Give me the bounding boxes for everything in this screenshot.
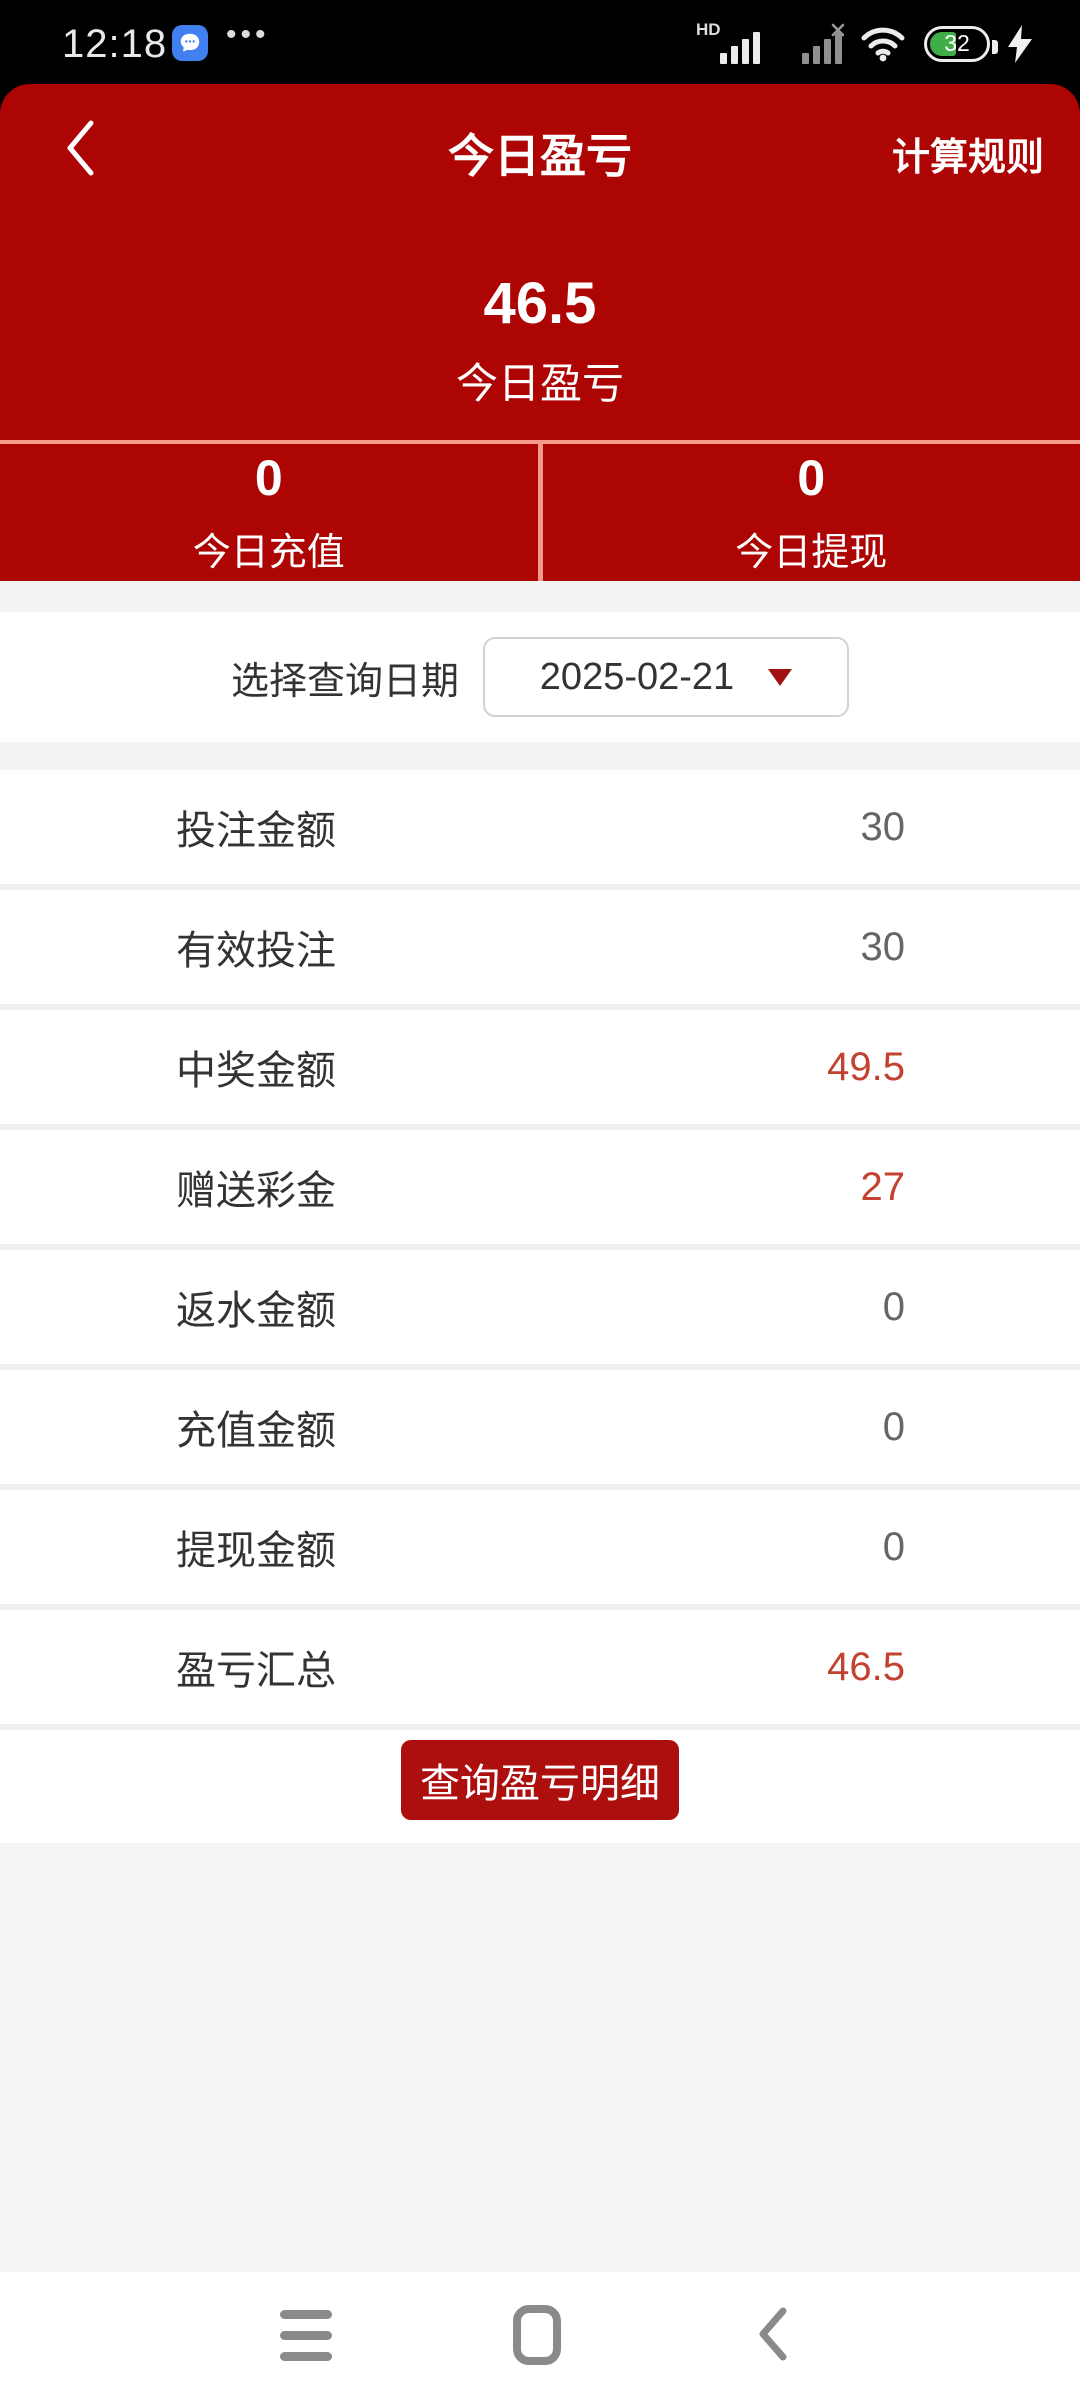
signal-sim1-icon: HD	[696, 20, 760, 68]
date-picker-label: 选择查询日期	[230, 660, 459, 703]
ledger-row: 返水金额 0	[0, 1250, 1080, 1370]
ledger-row: 提现金额 0	[0, 1490, 1080, 1610]
empty-background	[0, 1843, 1080, 2272]
today-withdraw-stat: 0 今日提现	[543, 444, 1080, 581]
battery-icon: 32	[924, 26, 998, 62]
today-profit-label: 今日盈亏	[455, 360, 624, 407]
caret-down-icon	[768, 668, 793, 686]
ledger-row: 盈亏汇总 46.5	[0, 1610, 1080, 1730]
ledger-row-label: 提现金额	[176, 1529, 336, 1573]
ledger-row: 有效投注 30	[0, 890, 1080, 1010]
ledger-row: 投注金额 30	[0, 770, 1080, 890]
chat-notification-icon	[172, 25, 208, 61]
ledger-row-value: 30	[860, 924, 906, 969]
ledger-row-label: 盈亏汇总	[176, 1649, 336, 1693]
android-nav-bar	[0, 2272, 1080, 2400]
date-dropdown-value: 2025-02-21	[539, 655, 735, 698]
today-deposit-value: 0	[254, 450, 283, 506]
ledger-row-label: 返水金额	[176, 1289, 336, 1333]
battery-nub	[992, 40, 998, 54]
section-spacer	[0, 742, 1080, 770]
back-button[interactable]	[50, 116, 110, 180]
ledger-row-value: 0	[882, 1404, 905, 1449]
chat-bubble-icon	[180, 33, 200, 52]
ledger-row-value: 0	[882, 1524, 905, 1569]
ledger-row-label: 赠送彩金	[176, 1169, 336, 1213]
profit-header-panel: 今日盈亏 计算规则 46.5 今日盈亏 0 今日充值 0 今日提现	[0, 84, 1080, 581]
battery-level-fill	[930, 32, 956, 56]
signal-bars-icon	[720, 32, 760, 64]
ledger-row-value: 49.5	[827, 1044, 905, 1089]
battery-percent: 32	[944, 30, 970, 56]
clock: 12:18	[62, 22, 168, 66]
section-spacer	[0, 581, 1080, 612]
wifi-icon	[861, 27, 905, 62]
ledger-row-value: 30	[860, 804, 906, 849]
date-picker-row: 选择查询日期 2025-02-21	[0, 612, 1080, 742]
chevron-left-icon	[67, 120, 94, 176]
ledger-row-value: 27	[860, 1164, 906, 1209]
hd-indicator: HD	[696, 20, 721, 39]
today-profit-value: 46.5	[483, 271, 597, 336]
chevron-left-icon	[759, 2307, 787, 2361]
ledger-row-label: 中奖金额	[176, 1049, 336, 1093]
nav-back-button[interactable]	[756, 2306, 788, 2367]
ledger-row: 中奖金额 49.5	[0, 1010, 1080, 1130]
page-title: 今日盈亏	[448, 130, 632, 182]
query-profit-detail-button[interactable]: 查询盈亏明细	[401, 1740, 679, 1820]
ledger-row-label: 投注金额	[176, 809, 336, 853]
status-bar: 12:18 ••• HD	[0, 0, 1080, 84]
ledger-row: 赠送彩金 27	[0, 1130, 1080, 1250]
today-withdraw-label: 今日提现	[735, 532, 888, 574]
notification-overflow-dots: •••	[226, 18, 270, 51]
today-deposit-stat: 0 今日充值	[0, 444, 538, 581]
date-dropdown[interactable]: 2025-02-21	[483, 637, 849, 717]
today-withdraw-value: 0	[797, 450, 826, 506]
signal-sim2-icon	[778, 20, 845, 68]
ledger-row-label: 有效投注	[176, 929, 336, 973]
signal-bars-icon	[802, 32, 842, 64]
button-area: 查询盈亏明细	[0, 1730, 1080, 1843]
ledger-list: 投注金额 30 有效投注 30 中奖金额 49.5 赠送彩金 27 返水金额 0…	[0, 770, 1080, 1730]
today-deposit-label: 今日充值	[192, 532, 345, 574]
status-icons: HD 32	[696, 18, 1032, 70]
stats-vertical-divider	[537, 444, 543, 581]
charging-bolt-icon	[1008, 25, 1032, 63]
ledger-row: 充值金额 0	[0, 1370, 1080, 1490]
header-stats: 0 今日充值 0 今日提现	[0, 444, 1080, 581]
title-bar: 今日盈亏 计算规则	[0, 84, 1080, 204]
home-button[interactable]	[513, 2305, 561, 2365]
ledger-row-value: 0	[882, 1284, 905, 1329]
ledger-row-value: 46.5	[827, 1644, 905, 1689]
header-divider	[0, 440, 1080, 444]
ledger-row-label: 充值金额	[176, 1409, 336, 1453]
calc-rules-link[interactable]: 计算规则	[891, 137, 1044, 179]
recents-button[interactable]	[280, 2310, 332, 2361]
